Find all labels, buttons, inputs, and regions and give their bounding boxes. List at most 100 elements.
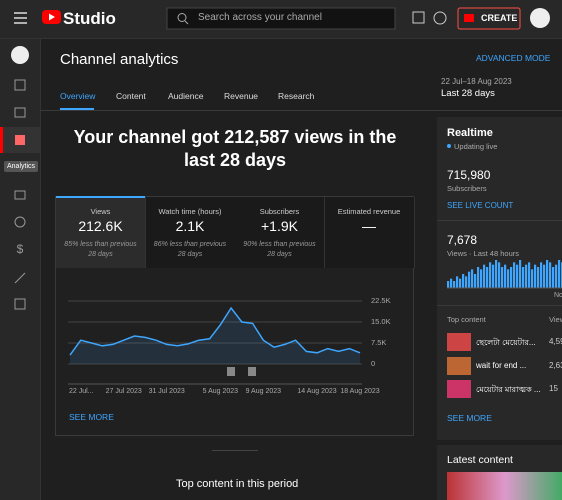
realtime-bar <box>504 264 507 288</box>
tab[interactable]: Research <box>278 91 315 101</box>
divider <box>437 220 562 221</box>
period[interactable]: Last 28 days <box>441 88 495 99</box>
realtime-bar <box>462 274 465 288</box>
realtime-bar <box>489 262 492 288</box>
thumbnail[interactable] <box>447 380 471 398</box>
realtime-bar <box>492 264 495 288</box>
realtime-bar <box>534 264 537 288</box>
latest-title: Latest content <box>447 454 513 466</box>
tab[interactable]: Audience <box>168 91 204 101</box>
realtime-bar <box>495 260 498 288</box>
channel-avatar[interactable] <box>11 46 29 64</box>
feedback-icon[interactable] <box>412 11 425 24</box>
search-placeholder: Search across your channel <box>198 12 322 23</box>
line <box>69 306 361 356</box>
realtime-bar <box>480 269 483 288</box>
realtime-bar <box>540 262 543 288</box>
views-chart: 0 7.5K 15.0K 22.5K 22 Jul... 27 Jul 2023 31 Ju… <box>68 296 391 395</box>
realtime-bar <box>507 269 510 288</box>
see-more[interactable]: SEE MORE <box>69 412 114 422</box>
realtime-see-more[interactable]: SEE MORE <box>447 413 492 423</box>
metric-value: 2.1K <box>175 218 205 234</box>
metric-note: 90% less than previous 28 days <box>243 241 316 258</box>
metric-highlight <box>56 196 145 198</box>
tab[interactable]: Overview <box>60 91 96 101</box>
subscriber-count: 715,980 <box>447 168 491 182</box>
x-tick-label: 27 Jul 2023 <box>106 388 142 395</box>
content-icon[interactable] <box>14 107 26 118</box>
metric-value: — <box>362 218 376 234</box>
thumbnail[interactable] <box>447 333 471 351</box>
dashboard-icon[interactable] <box>14 79 26 91</box>
copyright-icon[interactable] <box>14 216 26 228</box>
realtime-bar <box>453 281 456 288</box>
realtime-bar <box>483 264 486 288</box>
metric-label: Estimated revenue <box>337 207 401 216</box>
realtime-bar <box>519 260 522 288</box>
views-count: 7,678 <box>447 233 478 247</box>
realtime-bar <box>552 267 555 288</box>
realtime-bars <box>447 260 562 289</box>
row-title[interactable]: wait for end ... <box>476 360 527 370</box>
latest-thumbnail[interactable] <box>447 472 562 500</box>
realtime-bar <box>459 278 462 288</box>
realtime-bar <box>525 264 528 288</box>
realtime-bar <box>471 269 474 288</box>
realtime-bar <box>516 264 519 288</box>
customize-icon[interactable] <box>14 272 26 284</box>
x-tick-label: 5 Aug 2023 <box>203 388 239 395</box>
divider <box>437 305 562 306</box>
thumbnail[interactable] <box>447 356 471 375</box>
logo-text: Studio <box>63 9 116 28</box>
x-tick-label: 9 Aug 2023 <box>246 388 282 395</box>
realtime-bar <box>486 267 489 288</box>
section-title: Top content in this period <box>176 478 299 490</box>
see-live-count[interactable]: SEE LIVE COUNT <box>447 201 514 210</box>
row-views: 4,59 <box>549 337 562 346</box>
realtime-bar <box>522 267 525 288</box>
realtime-bar <box>537 267 540 288</box>
video-marker <box>248 367 256 376</box>
metric-tab[interactable] <box>56 197 146 268</box>
divider <box>40 110 562 111</box>
realtime-bar <box>477 267 480 288</box>
create-button[interactable] <box>457 7 521 30</box>
metric-value: +1.9K <box>261 218 298 234</box>
tab[interactable]: Revenue <box>224 91 259 101</box>
row-title[interactable]: ছেলেটা মেয়েটার... <box>476 338 536 347</box>
create-label[interactable]: CREATE <box>481 13 518 23</box>
x-tick-label: 22 Jul... <box>69 388 94 395</box>
sidebar <box>0 39 41 500</box>
realtime-bar <box>474 274 477 288</box>
menu-icon[interactable] <box>14 12 27 24</box>
metric-tab[interactable] <box>324 197 415 268</box>
search-box[interactable] <box>166 7 396 30</box>
tab[interactable]: Content <box>116 91 146 101</box>
realtime-bar <box>531 269 534 288</box>
avatar[interactable] <box>530 8 550 28</box>
help-icon[interactable] <box>433 11 447 25</box>
subscriber-label: Subscribers <box>447 184 487 193</box>
topbar-icons <box>14 7 550 30</box>
metric-label: Views <box>90 207 111 216</box>
views-label: Views · Last 48 hours <box>447 249 519 258</box>
realtime-bar <box>465 276 468 288</box>
video-marker <box>227 367 235 376</box>
now-label: No <box>554 292 562 299</box>
realtime-bar <box>528 262 531 288</box>
divider <box>212 450 258 451</box>
live-dot <box>447 144 451 148</box>
row-title[interactable]: মেয়েটার মারাত্মক ... <box>476 385 541 394</box>
advanced-mode[interactable]: ADVANCED MODE <box>476 53 551 63</box>
audio-icon[interactable] <box>14 298 26 310</box>
y-tick-label: 0 <box>371 359 375 368</box>
earn-icon[interactable]: $ <box>17 242 24 256</box>
metric-label: Subscribers <box>259 207 300 216</box>
metric-value: 212.6K <box>78 218 123 234</box>
x-tick-label: 31 Jul 2023 <box>149 388 185 395</box>
comments-icon[interactable] <box>14 190 26 200</box>
top-content-label: Top content <box>447 315 486 324</box>
realtime-bar <box>468 271 471 288</box>
headline: Your channel got 212,587 views in the la… <box>73 127 397 170</box>
views-column: View <box>549 315 562 324</box>
